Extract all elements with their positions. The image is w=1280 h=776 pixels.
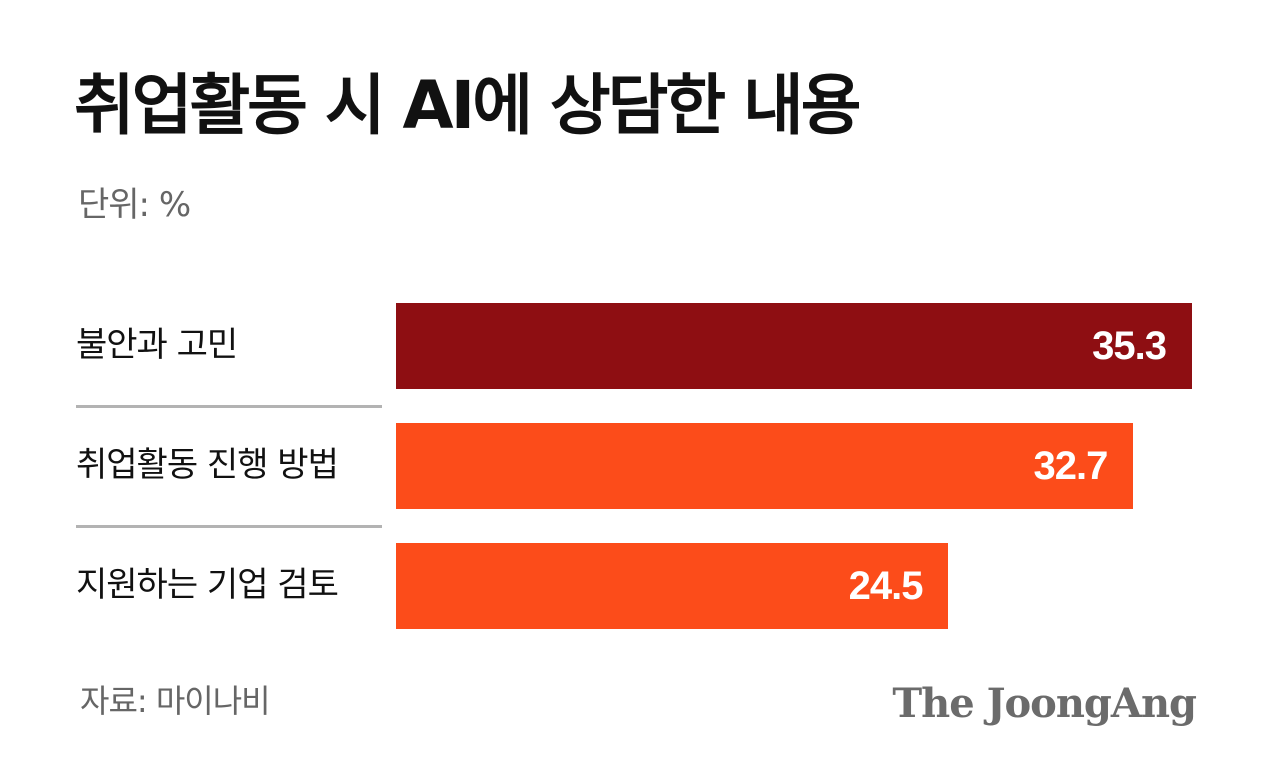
row-divider — [76, 525, 382, 528]
category-label: 취업활동 진행 방법 — [76, 445, 339, 485]
category-label: 지원하는 기업 검토 — [76, 565, 339, 605]
bar-value-label: 32.7 — [1033, 444, 1109, 488]
bar-value-label: 24.5 — [848, 564, 924, 608]
bar: 32.7 — [396, 423, 1134, 509]
source-text: 자료: 마이나비 — [80, 682, 271, 720]
bar: 35.3 — [396, 303, 1192, 389]
publisher-logo: The JoongAng — [892, 680, 1197, 727]
category-label: 불안과 고민 — [76, 325, 238, 365]
unit-label: 단위: % — [78, 185, 191, 225]
bar: 24.5 — [396, 543, 949, 629]
bar-value-label: 35.3 — [1092, 324, 1167, 368]
page-title: 취업활동 시 AI에 상담한 내용 — [74, 67, 861, 144]
row-divider — [76, 405, 382, 408]
